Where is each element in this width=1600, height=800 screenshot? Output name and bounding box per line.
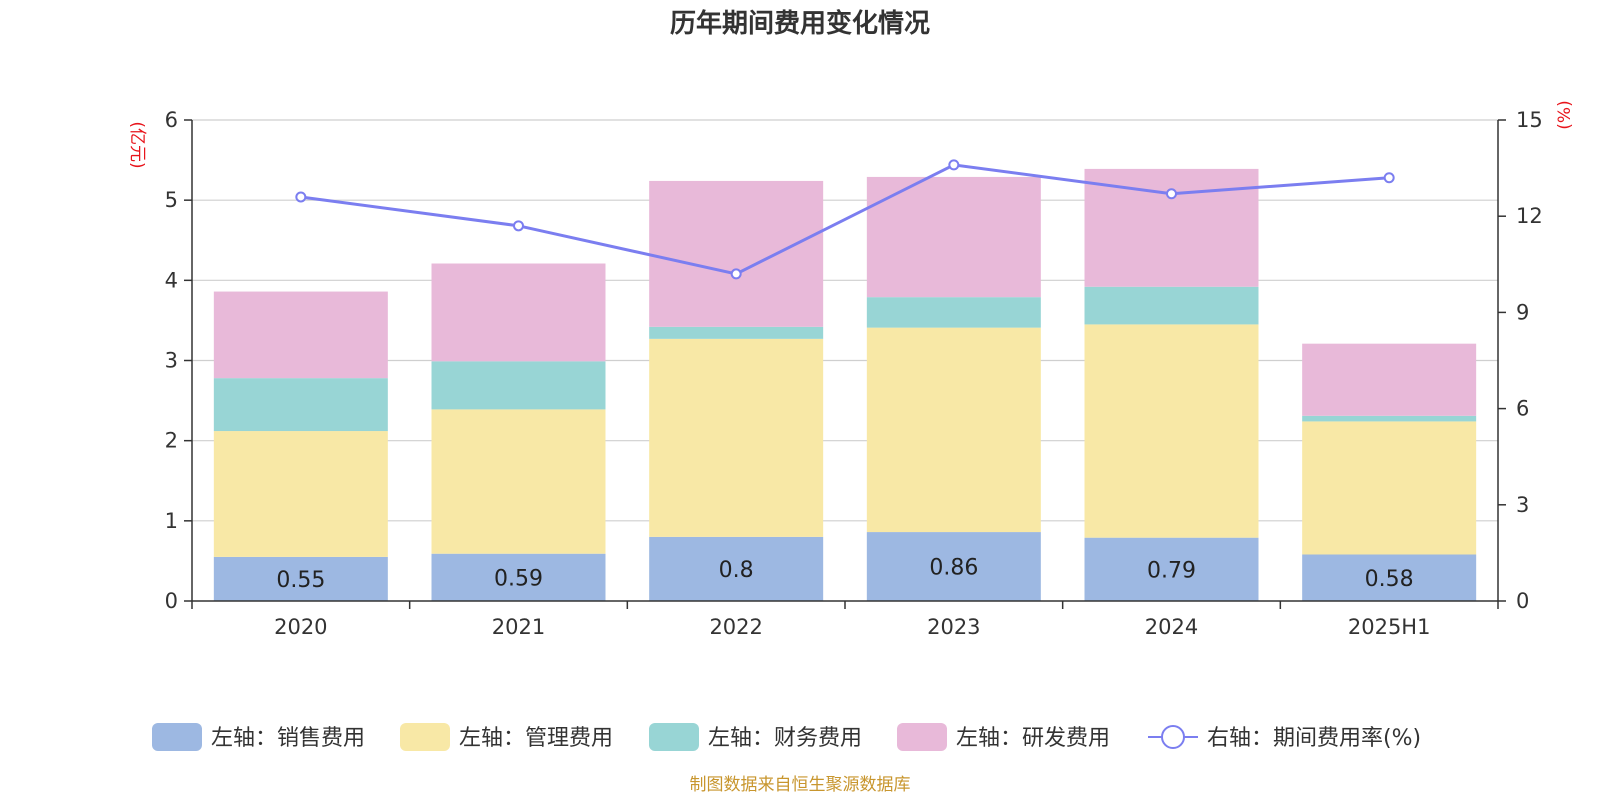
right-tick-label: 15 (1516, 108, 1543, 132)
bar-segment (1302, 421, 1477, 555)
bar-segment (1084, 286, 1259, 325)
bar-segment (649, 326, 824, 339)
x-tick-label: 2020 (274, 615, 327, 639)
legend-label: 左轴：销售费用 (211, 726, 365, 751)
legend-swatch (152, 723, 202, 751)
left-tick-label: 5 (165, 188, 178, 212)
right-axis-unit: (%) (1555, 100, 1575, 129)
bar-segment (1302, 554, 1477, 601)
bar-segment (431, 361, 606, 410)
right-tick-label: 9 (1516, 300, 1529, 324)
left-tick-label: 0 (165, 589, 178, 613)
bar-segment (649, 536, 824, 601)
legend-label: 左轴：财务费用 (708, 726, 862, 751)
legend-swatch (897, 723, 947, 751)
bar-segment (431, 409, 606, 554)
legend-label: 左轴：管理费用 (459, 726, 613, 751)
right-tick-label: 0 (1516, 589, 1529, 613)
bar-segment (866, 532, 1041, 601)
gridlines (192, 119, 1498, 522)
bar-segment (1084, 324, 1259, 538)
right-tick-label: 6 (1516, 397, 1529, 421)
bar-segment (1084, 537, 1259, 601)
left-axis-unit: (亿元) (127, 121, 147, 168)
left-tick-label: 3 (165, 349, 178, 373)
rate-line (295, 159, 1395, 280)
legend-marker (1161, 725, 1185, 749)
x-tick-label: 2022 (709, 615, 762, 639)
left-tick-label: 1 (165, 509, 178, 533)
bar-segment (1302, 415, 1477, 422)
chart-title: 历年期间费用变化情况 (670, 8, 930, 39)
bar-segment (866, 297, 1041, 328)
legend: 左轴：销售费用 左轴：管理费用 左轴：财务费用 左轴：研发费用 右轴：期间费用率(%) (152, 723, 1421, 751)
x-tick-label: 2025H1 (1348, 615, 1431, 639)
bar-data-label: 0.79 (1147, 558, 1196, 583)
rate-point (1166, 188, 1177, 200)
right-tick-label: 12 (1516, 204, 1543, 228)
rate-point (1383, 172, 1395, 184)
left-tick-label: 2 (165, 429, 178, 453)
rate-point (513, 220, 524, 232)
rate-point (295, 191, 307, 203)
x-tick-label: 2023 (927, 615, 980, 639)
bar-segment (649, 338, 824, 537)
data-source: 制图数据来自恒生聚源数据库 (690, 775, 911, 795)
left-tick-label: 4 (165, 268, 178, 292)
bar-segment (213, 291, 388, 379)
bar-segment (431, 553, 606, 601)
right-tick-label: 3 (1516, 493, 1529, 517)
bar-data-label: 0.58 (1365, 567, 1414, 592)
bar-segment (213, 378, 388, 432)
legend-swatch (649, 723, 699, 751)
rate-line-path (300, 163, 1390, 276)
bar-segment (1302, 343, 1477, 416)
legend-label: 左轴：研发费用 (956, 726, 1110, 751)
rate-point (730, 268, 742, 280)
bars: 0.55 0.59 0.8 0.86 0.79 0.58 (213, 168, 1477, 601)
legend-label: 右轴：期间费用率(%) (1207, 726, 1421, 751)
bar-segment (213, 431, 388, 557)
bar-segment (866, 327, 1041, 533)
bar-segment (431, 263, 606, 362)
left-tick-label: 6 (165, 108, 178, 132)
rate-point (948, 159, 960, 171)
x-tick-label: 2024 (1145, 615, 1198, 639)
bar-data-label: 0.86 (929, 556, 978, 581)
bar-segment (866, 176, 1041, 298)
x-tick-label: 2021 (492, 615, 545, 639)
legend-swatch (400, 723, 450, 751)
bar-segment (649, 180, 824, 327)
bar-segment (213, 556, 388, 601)
bar-data-label: 0.55 (276, 568, 325, 593)
bar-data-label: 0.8 (719, 558, 754, 583)
bar-data-label: 0.59 (494, 566, 543, 591)
